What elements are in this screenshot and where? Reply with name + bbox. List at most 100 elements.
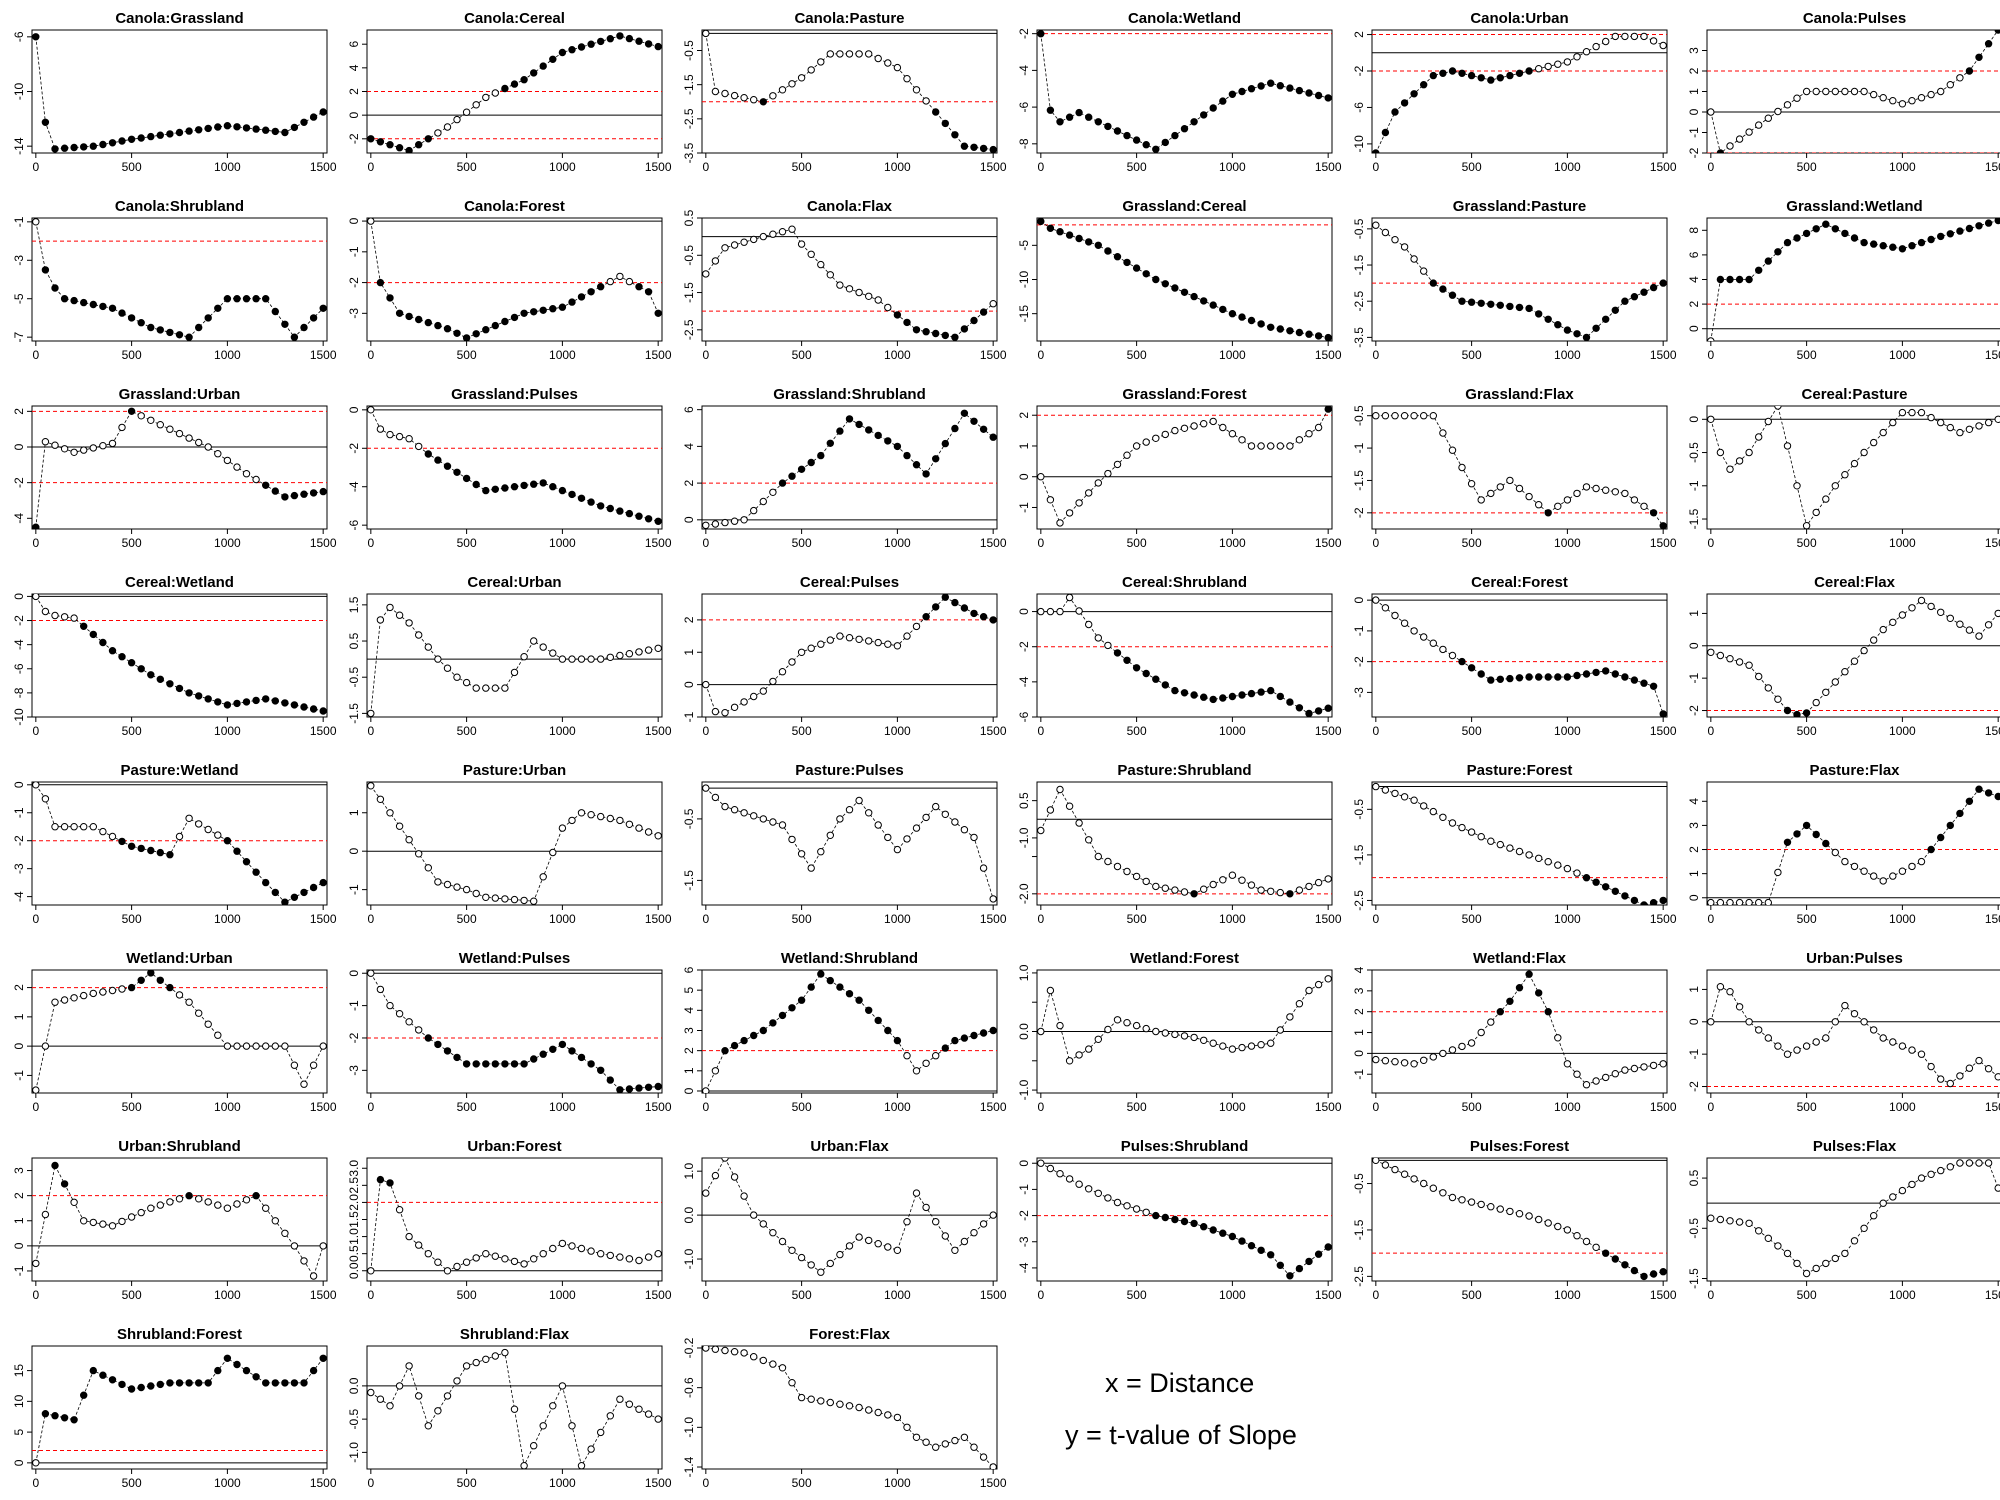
data-point <box>903 451 911 460</box>
panel-title: Grassland:Cereal <box>1122 198 1246 215</box>
data-point <box>262 481 270 489</box>
plot-frame <box>1036 781 1333 906</box>
data-point <box>300 1257 308 1265</box>
data-point <box>1554 1034 1562 1042</box>
data-point <box>223 1204 232 1212</box>
data-point <box>1104 122 1112 131</box>
y-tick-label: -0.5 <box>347 1408 361 1429</box>
data-point <box>290 123 299 132</box>
data-point <box>1257 82 1265 90</box>
x-tick-label: 1500 <box>645 1476 672 1490</box>
y-tick-label: 0 <box>1687 1018 1701 1025</box>
data-point <box>788 472 796 480</box>
data-point <box>166 1379 174 1387</box>
data-point <box>1927 602 1935 611</box>
data-point <box>1420 267 1428 275</box>
data-point <box>951 598 959 607</box>
data-point <box>1123 451 1131 459</box>
data-point <box>1831 848 1840 857</box>
plot-frame <box>1036 593 1333 718</box>
data-point <box>1745 1219 1753 1228</box>
data-point <box>424 450 432 458</box>
x-tick-label: 1000 <box>214 912 241 926</box>
data-point <box>1295 886 1304 894</box>
data-point <box>1372 221 1380 229</box>
data-point <box>874 1408 882 1417</box>
x-tick-label: 0 <box>1707 536 1714 550</box>
y-tick-label: -0.6 <box>682 1377 696 1398</box>
data-point <box>1381 786 1390 794</box>
x-tick-label: 0 <box>32 1476 39 1490</box>
data-point <box>1707 415 1715 423</box>
y-tick-label: 2 <box>682 1047 696 1054</box>
data-point <box>1506 302 1514 311</box>
data-point <box>1841 87 1849 96</box>
data-point <box>80 622 88 630</box>
data-point <box>1621 1261 1629 1269</box>
x-tick-label: 1500 <box>1985 348 2000 362</box>
y-tick-label: -7 <box>12 331 26 342</box>
data-point <box>1515 847 1524 856</box>
data-point <box>932 455 940 463</box>
data-point <box>1870 240 1878 248</box>
y-tick-label: -15 <box>1017 305 1031 323</box>
data-point <box>635 1405 643 1413</box>
data-point <box>788 225 796 233</box>
data-point <box>826 271 834 279</box>
data-point <box>654 517 662 525</box>
data-point <box>903 75 911 83</box>
data-point <box>1850 1237 1859 1245</box>
x-tick-label: 0 <box>1372 1288 1379 1302</box>
data-point <box>797 240 806 248</box>
data-point <box>1649 509 1658 517</box>
data-point <box>70 143 78 152</box>
x-tick-label: 1000 <box>549 536 576 550</box>
data-point <box>462 1362 471 1370</box>
y-tick-label: 6 <box>347 41 361 48</box>
data-point <box>309 883 318 892</box>
plot-frame <box>366 405 663 530</box>
data-point <box>60 144 69 152</box>
data-point <box>1180 288 1189 296</box>
data-point <box>549 55 557 63</box>
y-tick-label: -2.5 <box>1352 1266 1366 1287</box>
data-point <box>778 1011 787 1020</box>
data-point <box>242 1042 251 1050</box>
data-point <box>510 1257 519 1266</box>
data-point <box>51 998 59 1006</box>
data-point <box>1458 297 1466 305</box>
panel-title: Cereal:Urban <box>467 574 561 591</box>
data-point <box>1056 1021 1064 1030</box>
data-point <box>1783 101 1792 109</box>
data-point <box>242 124 251 132</box>
data-point <box>1286 442 1294 450</box>
data-point <box>1870 636 1878 644</box>
data-point <box>884 640 892 648</box>
data-point <box>510 1405 519 1413</box>
data-point <box>1965 67 1974 75</box>
data-point <box>1314 91 1323 100</box>
y-tick-label: 0 <box>682 516 696 523</box>
data-point <box>252 475 260 484</box>
data-point <box>1860 448 1868 457</box>
x-tick-label: 0 <box>367 160 374 174</box>
data-point <box>415 442 423 451</box>
data-point <box>472 101 480 109</box>
data-point <box>309 705 318 713</box>
data-point <box>1171 1215 1179 1224</box>
y-tick-label: -0.5 <box>682 40 696 61</box>
panel-title: Urban:Forest <box>467 1138 561 1155</box>
data-point <box>242 858 251 866</box>
x-tick-label: 500 <box>1797 1288 1817 1302</box>
data-point <box>262 126 270 134</box>
data-point <box>1841 471 1849 479</box>
data-point <box>1611 1255 1620 1263</box>
panel-title: Urban:Pulses <box>1806 950 1903 967</box>
data-point <box>1410 1175 1418 1183</box>
x-tick-label: 500 <box>792 1100 812 1114</box>
data-point <box>740 1192 748 1200</box>
data-point <box>1937 87 1945 96</box>
y-tick-label: 1 <box>12 1217 26 1224</box>
data-point <box>319 1242 327 1250</box>
